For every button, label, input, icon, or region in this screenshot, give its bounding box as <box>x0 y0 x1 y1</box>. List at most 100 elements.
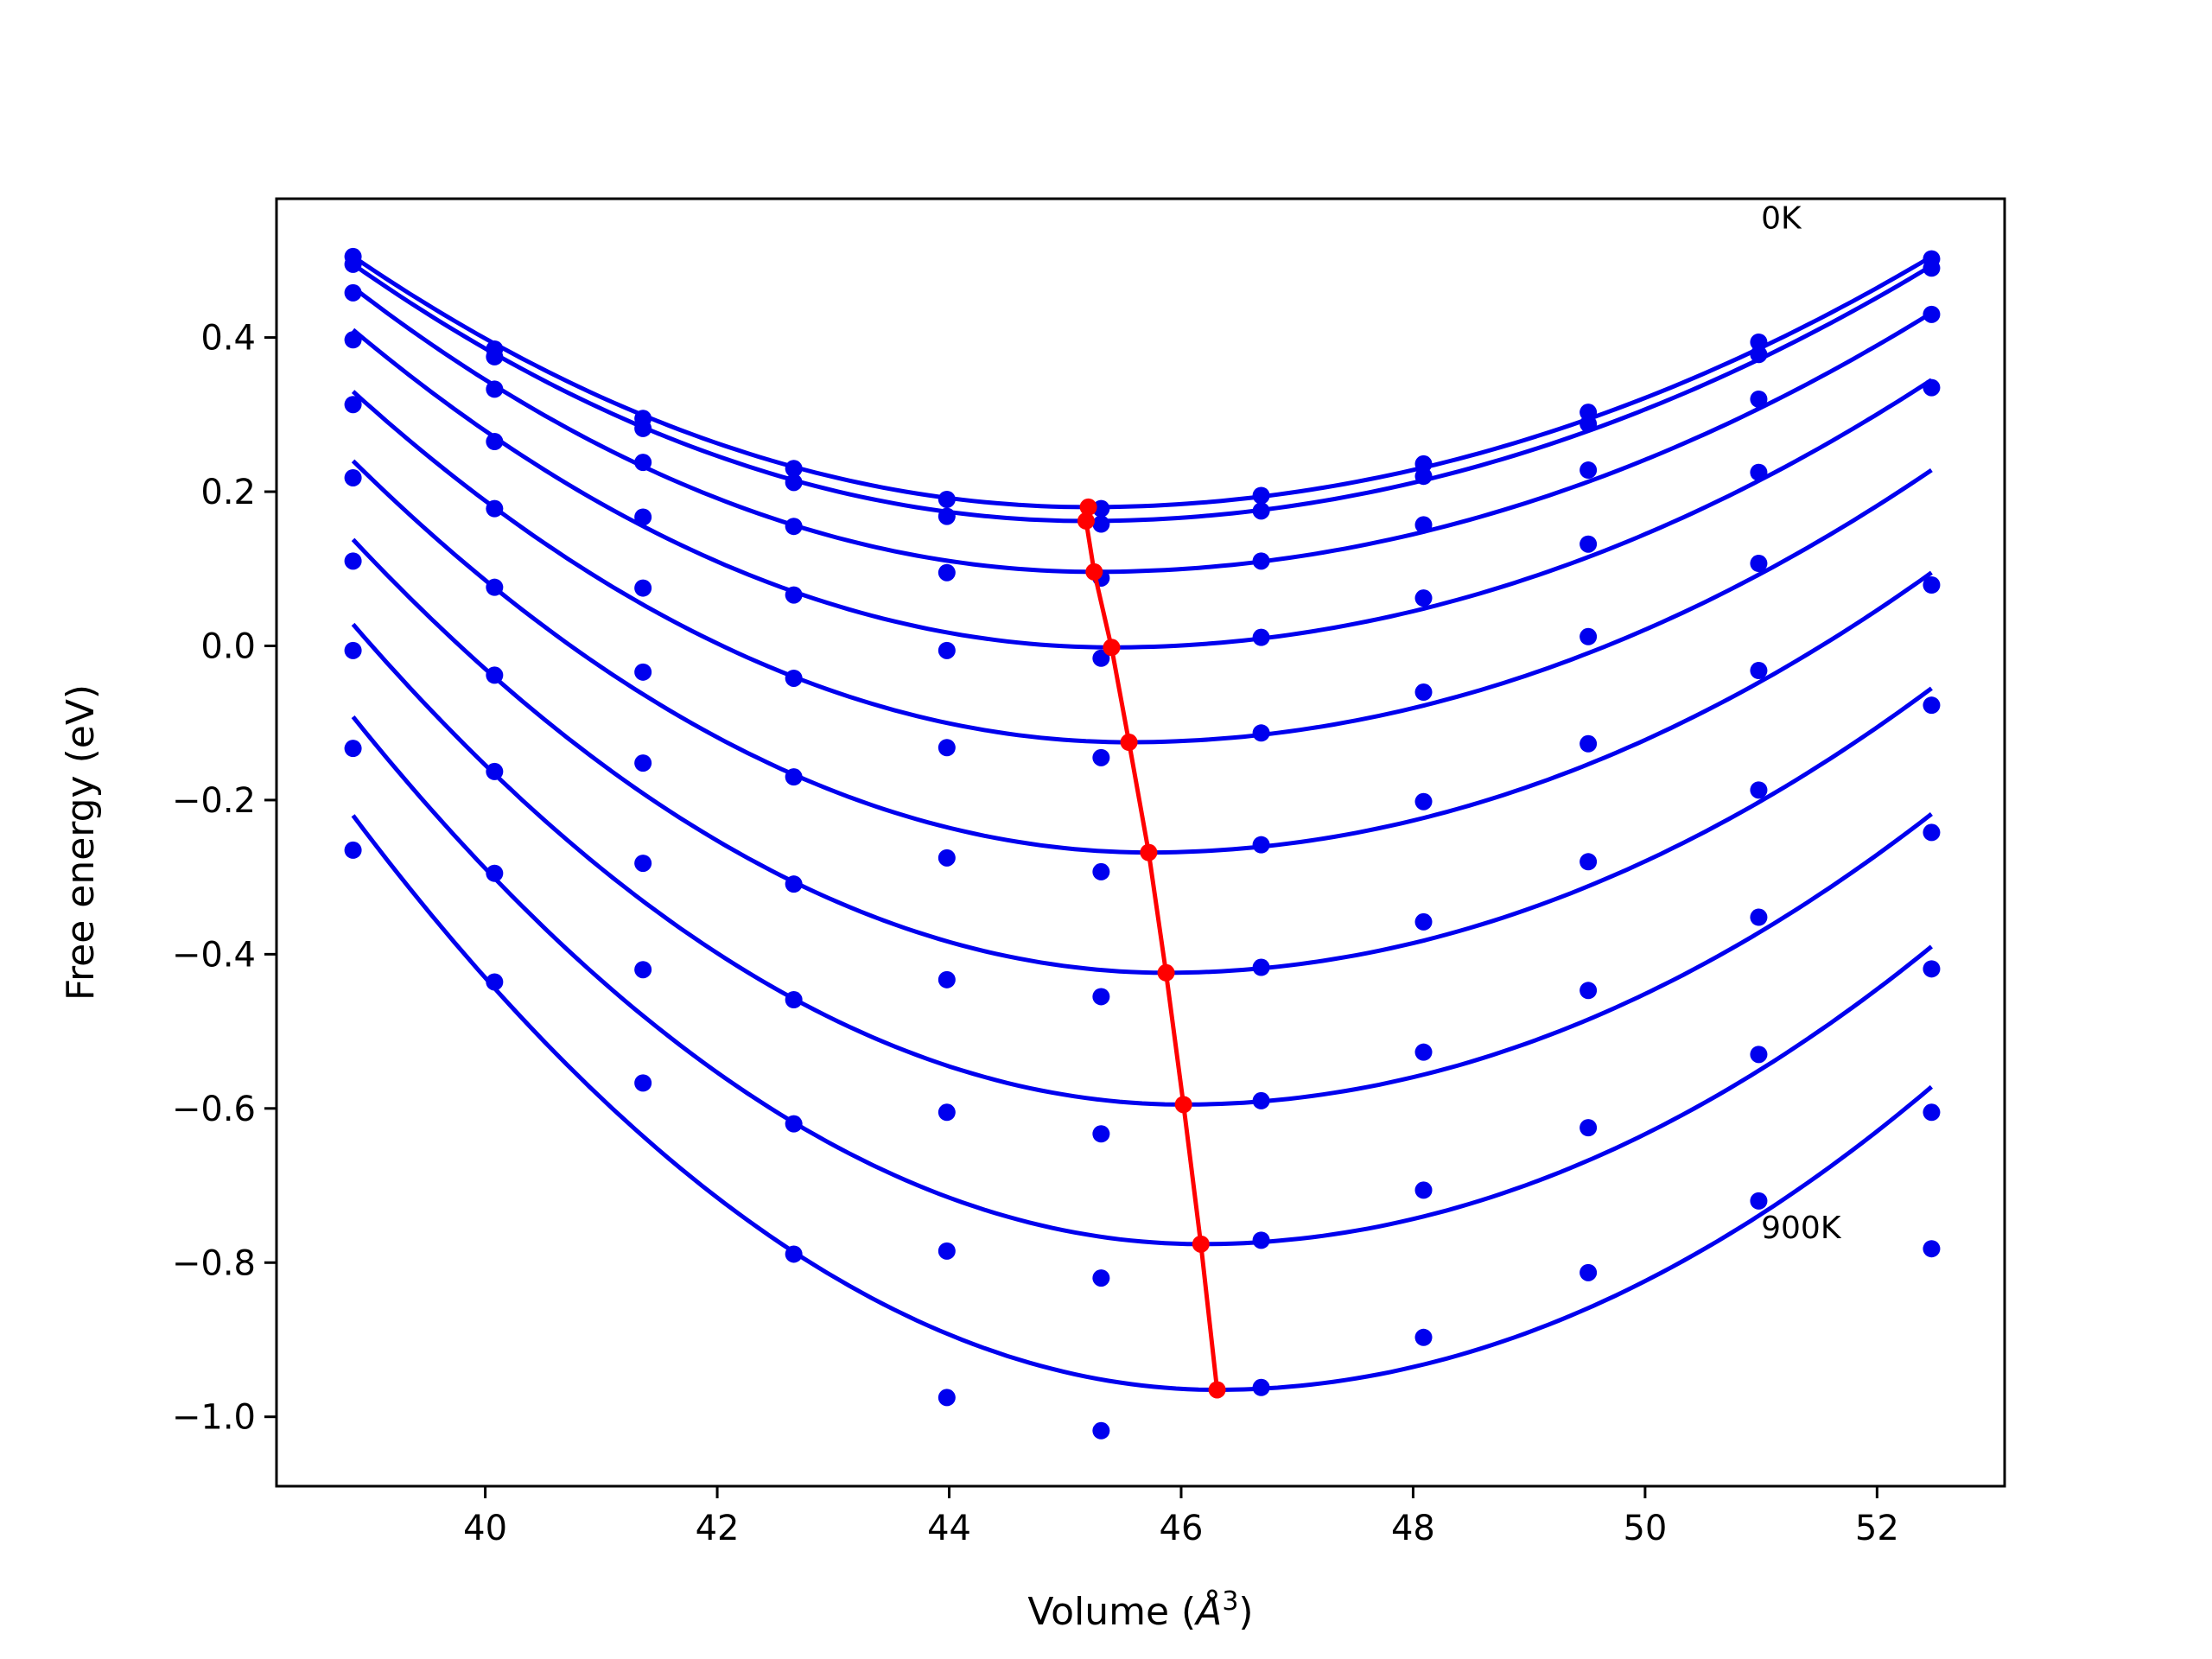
data-point <box>938 1389 956 1407</box>
data-point <box>1923 305 1941 323</box>
data-point <box>634 1074 652 1092</box>
data-point <box>1252 628 1270 646</box>
x-tick-label: 40 <box>463 1509 507 1548</box>
data-point <box>344 255 362 273</box>
data-point <box>1580 853 1598 871</box>
data-point <box>486 499 504 518</box>
data-point <box>1750 390 1768 408</box>
data-point <box>1923 960 1941 978</box>
y-tick-label: −0.2 <box>172 781 256 821</box>
data-point <box>344 396 362 414</box>
data-point <box>1252 502 1270 520</box>
y-tick-label: −0.4 <box>172 935 256 975</box>
data-point <box>1252 958 1270 976</box>
minimum-point <box>1077 512 1095 530</box>
data-point <box>1414 516 1433 534</box>
data-point <box>1414 683 1433 702</box>
data-point <box>1414 1181 1433 1199</box>
data-point <box>938 1242 956 1260</box>
x-tick-label: 42 <box>696 1509 740 1548</box>
data-point <box>1092 862 1110 880</box>
minimum-point <box>1140 843 1158 861</box>
data-point <box>1923 1103 1941 1122</box>
data-point <box>1092 1421 1110 1440</box>
fit-curve-4 <box>351 390 1933 745</box>
data-point <box>486 864 504 882</box>
minimum-point <box>1157 963 1175 982</box>
data-point <box>1252 724 1270 742</box>
fit-curve-7 <box>351 622 1933 1107</box>
data-point <box>634 855 652 873</box>
y-tick-label: 0.2 <box>200 473 256 512</box>
x-axis-ticks: 40 42 44 46 48 50 52 <box>463 1486 1899 1548</box>
data-point <box>1750 333 1768 351</box>
annotations: 0K 900K <box>1761 200 1842 1246</box>
temperature-annotation: 900K <box>1761 1211 1842 1246</box>
y-tick-label: −0.6 <box>172 1090 256 1129</box>
data-point <box>785 669 803 687</box>
data-point <box>1580 461 1598 480</box>
data-point <box>1252 1378 1270 1396</box>
data-point <box>634 419 652 437</box>
data-point <box>938 739 956 757</box>
data-point <box>1580 415 1598 433</box>
minimum-point <box>1192 1235 1210 1253</box>
data-point <box>486 762 504 780</box>
minimum-path <box>1084 506 1220 1390</box>
data-point <box>486 578 504 596</box>
data-point <box>1580 734 1598 753</box>
data-point <box>634 508 652 526</box>
data-point <box>486 380 504 398</box>
data-point <box>1252 486 1270 505</box>
data-point <box>785 1245 803 1263</box>
data-point <box>1092 748 1110 766</box>
data-point <box>785 991 803 1009</box>
minimum-point <box>1208 1381 1226 1399</box>
data-point <box>1414 589 1433 607</box>
minimum-point <box>1103 639 1121 657</box>
data-point <box>785 460 803 478</box>
data-point <box>1092 1125 1110 1143</box>
y-axis-label: Free energy (eV) <box>59 684 103 1001</box>
data-point <box>344 331 362 349</box>
x-tick-label: 50 <box>1623 1509 1667 1548</box>
data-point <box>634 754 652 772</box>
data-point <box>938 490 956 508</box>
data-point <box>634 961 652 979</box>
y-tick-label: −1.0 <box>172 1398 256 1438</box>
fit-curve-3 <box>352 327 1933 650</box>
data-point <box>1252 552 1270 570</box>
x-tick-label: 44 <box>927 1509 971 1548</box>
fit-curve-2 <box>352 285 1933 575</box>
data-point <box>1414 1328 1433 1346</box>
data-point <box>1750 555 1768 573</box>
data-point <box>1092 1269 1110 1287</box>
data-point <box>785 518 803 536</box>
data-point <box>1923 576 1941 594</box>
data-point <box>634 663 652 681</box>
data-point <box>1580 1119 1598 1137</box>
x-tick-label: 46 <box>1160 1509 1204 1548</box>
data-point <box>938 970 956 988</box>
minimum-point <box>1085 563 1103 581</box>
x-tick-label: 52 <box>1855 1509 1899 1548</box>
fit-curve-1 <box>352 262 1933 524</box>
data-point <box>1923 1240 1941 1258</box>
data-point <box>344 641 362 659</box>
data-point <box>785 586 803 604</box>
data-point <box>634 579 652 597</box>
data-point <box>344 740 362 758</box>
data-point <box>938 641 956 659</box>
data-point <box>1750 781 1768 799</box>
data-point <box>1580 1263 1598 1281</box>
data-point <box>1252 1231 1270 1249</box>
data-point <box>486 433 504 451</box>
y-axis-ticks: −1.0 −0.8 −0.6 −0.4 −0.2 0.0 0.2 0.4 <box>172 319 276 1438</box>
data-point <box>938 849 956 867</box>
data-point <box>1414 912 1433 931</box>
data-point <box>938 1103 956 1122</box>
y-tick-label: 0.4 <box>200 319 256 359</box>
data-point <box>1750 463 1768 481</box>
